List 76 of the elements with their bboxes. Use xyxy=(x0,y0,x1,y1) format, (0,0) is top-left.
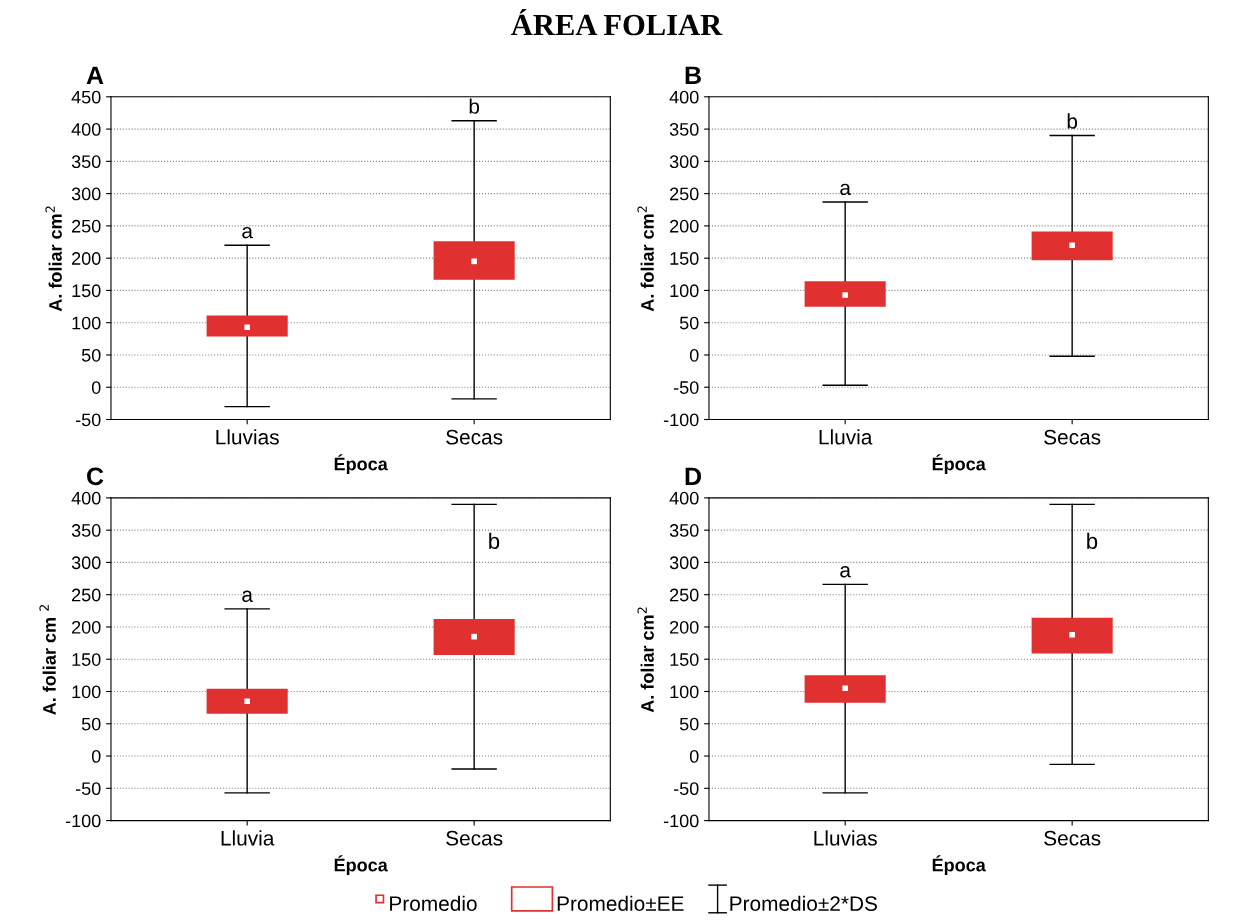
y-tick-label: 250 xyxy=(670,187,699,201)
y-tick-label: 250 xyxy=(72,588,101,602)
x-tick-label: Secas xyxy=(446,830,503,846)
chart-title: B xyxy=(685,66,701,84)
y-tick-label: 50 xyxy=(81,717,101,731)
x-tick-label: Lluvias xyxy=(814,830,877,846)
x-tick-label: Secas xyxy=(1044,830,1101,846)
y-tick-label: 250 xyxy=(72,219,101,233)
x-tick-label: Secas xyxy=(446,429,503,445)
y-tick-label: 0 xyxy=(689,749,699,763)
y-tick-label: 200 xyxy=(72,620,101,634)
y-tick-label: 150 xyxy=(72,653,101,666)
text: Promedio xyxy=(390,895,477,911)
y-tick-label: 100 xyxy=(72,316,101,330)
chart-title: A xyxy=(86,66,104,84)
y-tick-label: -100 xyxy=(663,413,699,427)
annotation: b xyxy=(469,98,480,114)
y-tick-label: -100 xyxy=(65,814,101,828)
y-axis-title: A. foliar cm $^{2}$ xyxy=(39,605,56,715)
y-tick-label: 150 xyxy=(72,284,101,298)
y-tick-label: 300 xyxy=(71,187,101,201)
y-tick-label: 0 xyxy=(689,348,699,362)
y-tick-label: 50 xyxy=(81,348,101,362)
y-axis-title: A. foliar cm$^{2}$ xyxy=(45,206,62,312)
y-tick-label: 300 xyxy=(71,556,101,570)
y-tick-label: -50 xyxy=(75,413,101,427)
y-tick-label: 400 xyxy=(669,491,699,505)
y-tick-label: 200 xyxy=(670,219,699,233)
x-tick-label: Lluvia xyxy=(221,830,275,846)
x-axis-title: Época xyxy=(932,454,986,474)
text: Promedio±2*DS xyxy=(730,895,877,911)
text: ÁREA FOLIAR xyxy=(511,8,723,36)
annotation: b xyxy=(489,532,500,550)
y-tick-label: 150 xyxy=(670,252,699,265)
text: Promedio±EE xyxy=(557,895,684,911)
y-tick-label: 350 xyxy=(669,123,699,136)
y-tick-label: 50 xyxy=(679,717,699,731)
y-tick-label: -50 xyxy=(75,782,101,796)
y-axis-title: A. foliar cm$^{2}$ xyxy=(637,607,654,713)
y-tick-label: 100 xyxy=(72,685,101,699)
y-tick-label: 50 xyxy=(679,316,699,330)
chart-title: D xyxy=(685,467,702,485)
chart-title: C xyxy=(87,467,104,486)
y-tick-label: 0 xyxy=(91,749,101,763)
x-axis-title: Época xyxy=(334,454,388,474)
y-tick-label: 400 xyxy=(71,123,101,136)
y-tick-label: 0 xyxy=(91,381,101,394)
x-axis-title: Época xyxy=(932,855,986,876)
annotation: b xyxy=(1087,532,1098,550)
y-tick-label: 350 xyxy=(669,524,699,537)
annotation: a xyxy=(242,590,253,602)
y-tick-label: 150 xyxy=(670,653,699,666)
annotation: a xyxy=(242,226,253,239)
y-tick-label: 450 xyxy=(71,90,101,104)
y-tick-label: 200 xyxy=(670,620,699,634)
y-tick-label: 200 xyxy=(72,252,101,265)
y-tick-label: 400 xyxy=(669,90,699,104)
annotation: b xyxy=(1067,113,1078,129)
annotation: a xyxy=(840,183,851,196)
y-tick-label: 300 xyxy=(669,556,699,570)
x-tick-label: Secas xyxy=(1044,429,1101,445)
y-tick-label: 250 xyxy=(670,588,699,602)
y-tick-label: 350 xyxy=(71,155,101,169)
x-tick-label: Lluvia xyxy=(819,429,873,445)
x-tick-label: Lluvias xyxy=(216,429,279,445)
y-tick-label: -50 xyxy=(673,381,699,394)
y-tick-label: 100 xyxy=(670,284,699,298)
y-tick-label: 300 xyxy=(669,155,699,169)
x-axis-title: Época xyxy=(334,855,388,876)
annotation: a xyxy=(840,566,851,578)
y-axis-title: A. foliar cm$^{2}$ xyxy=(637,206,654,312)
y-tick-label: -100 xyxy=(663,814,699,828)
y-tick-label: 350 xyxy=(71,524,101,537)
y-tick-label: 400 xyxy=(71,491,101,505)
y-tick-label: -50 xyxy=(673,782,699,796)
y-tick-label: 100 xyxy=(670,685,699,699)
